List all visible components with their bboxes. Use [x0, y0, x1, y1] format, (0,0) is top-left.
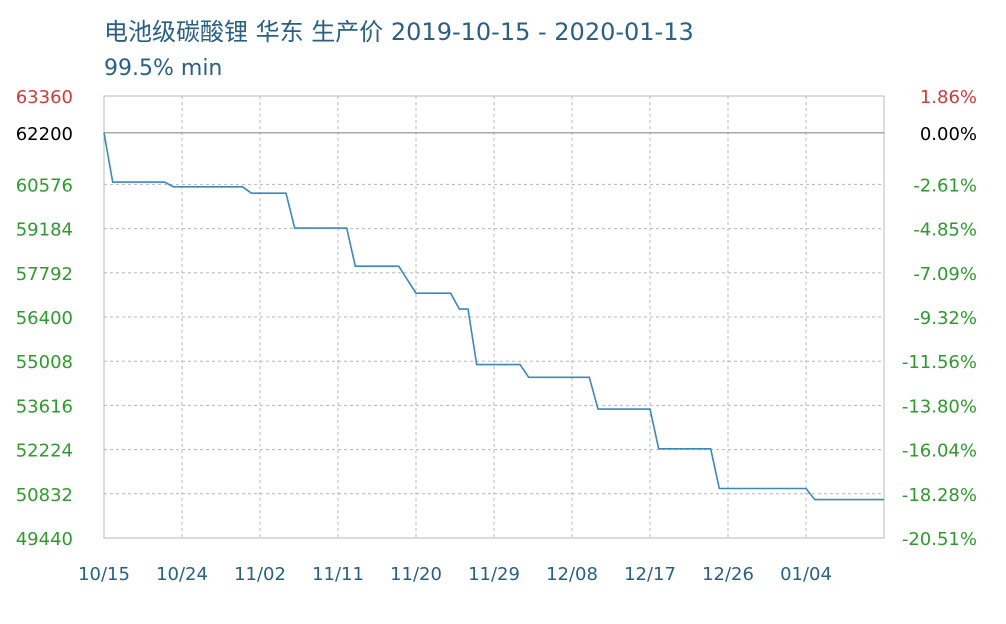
y-tick-label-left: 60576 [16, 175, 73, 196]
y-tick-label-left: 52224 [16, 441, 73, 462]
x-tick-label: 11/29 [468, 564, 520, 585]
series-line [103, 132, 884, 501]
y-tick-label-right: -4.85% [913, 220, 977, 241]
chart-title: 电池级碳酸锂 华东 生产价 2019-10-15 - 2020-01-13 [104, 18, 694, 46]
x-tick-label: 10/15 [78, 564, 130, 585]
x-tick-label: 12/17 [624, 564, 676, 585]
x-tick-label: 12/08 [546, 564, 598, 585]
y-tick-label-right: 1.86% [920, 87, 977, 108]
x-tick-label: 11/11 [312, 564, 364, 585]
y-tick-label-right: -11.56% [902, 352, 977, 373]
y-tick-label-right: 0.00% [920, 124, 977, 145]
y-tick-label-left: 49440 [16, 529, 73, 550]
plot-frame [103, 95, 885, 539]
y-tick-label-right: -9.32% [913, 308, 977, 329]
x-tick-label: 11/02 [234, 564, 286, 585]
y-tick-label-left: 59184 [16, 220, 73, 241]
x-tick-label: 12/26 [702, 564, 754, 585]
y-tick-label-left: 57792 [16, 264, 73, 285]
x-tick-label: 11/20 [390, 564, 442, 585]
chart-subtitle: 99.5% min [104, 56, 223, 81]
y-tick-label-right: -13.80% [902, 396, 977, 417]
y-tick-label-left: 53616 [16, 396, 73, 417]
y-tick-label-left: 63360 [16, 87, 73, 108]
y-tick-label-right: -20.51% [902, 529, 977, 550]
y-tick-label-left: 56400 [16, 308, 73, 329]
y-tick-label-right: -18.28% [902, 485, 977, 506]
y-tick-label-right: -7.09% [913, 264, 977, 285]
x-tick-label: 10/24 [156, 564, 208, 585]
y-tick-label-left: 62200 [16, 124, 73, 145]
y-tick-label-left: 50832 [16, 485, 73, 506]
y-tick-label-right: -2.61% [913, 175, 977, 196]
x-tick-label: 01/04 [780, 564, 832, 585]
y-tick-label-left: 55008 [16, 352, 73, 373]
y-tick-label-right: -16.04% [902, 441, 977, 462]
